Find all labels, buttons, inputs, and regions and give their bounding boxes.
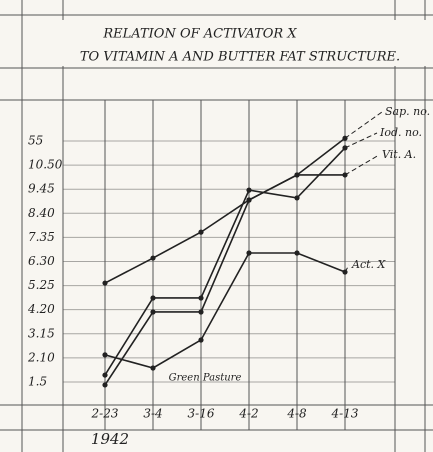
y-tick-label: 6.30 [28, 254, 55, 268]
y-tick-label: 55 [28, 134, 43, 148]
point [198, 229, 204, 235]
point [102, 372, 108, 378]
label-leader [344, 132, 378, 149]
x-tick-label: 3-16 [188, 407, 215, 421]
label-leader [344, 264, 350, 273]
y-tick-label: 3.15 [28, 326, 55, 340]
point [150, 295, 156, 301]
point [198, 309, 204, 315]
series-line [104, 252, 346, 369]
point [294, 172, 300, 178]
point [198, 337, 204, 343]
point [150, 255, 156, 261]
point [102, 352, 108, 358]
chart-title: RELATION OF ACTIVATOR X [102, 27, 297, 42]
y-tick-label: 10.50 [28, 158, 63, 172]
y-tick-label: 9.45 [28, 182, 55, 196]
point [246, 197, 252, 203]
point [150, 365, 156, 371]
point [102, 280, 108, 286]
y-tick-label: 1.5 [28, 374, 47, 388]
point [294, 250, 300, 256]
x-tick-label: 4-2 [238, 407, 258, 421]
y-tick-label: 4.20 [27, 302, 55, 316]
point [246, 250, 252, 256]
x-tick-label: 4-8 [286, 407, 307, 421]
chart-subtitle: TO VITAMIN A AND BUTTER FAT STRUCTURE. [80, 50, 400, 65]
series-label: Sap. no. [385, 105, 430, 118]
series-line [104, 147, 346, 376]
series-label: Act. X [351, 258, 387, 271]
annotation: Green Pasture [169, 373, 242, 384]
point [198, 295, 204, 301]
x-tick-label: 4-13 [331, 407, 359, 421]
point [246, 187, 252, 193]
series-line [104, 174, 345, 386]
point [102, 382, 108, 388]
y-tick-label: 7.35 [28, 230, 55, 244]
x-tick-label: 3-4 [143, 407, 162, 421]
series-line [104, 137, 346, 284]
series-label: Iod. no. [379, 126, 422, 139]
y-tick-label: 5.25 [28, 278, 55, 292]
year-label: 1942 [91, 430, 129, 448]
x-tick-label: 2-23 [91, 407, 119, 421]
label-leader [344, 154, 380, 176]
point [294, 195, 300, 201]
point [150, 309, 156, 315]
series-label: Vit. A. [382, 148, 416, 161]
y-tick-label: 2.10 [27, 350, 55, 364]
title-box [55, 20, 430, 66]
y-tick-label: 8.40 [28, 206, 55, 220]
